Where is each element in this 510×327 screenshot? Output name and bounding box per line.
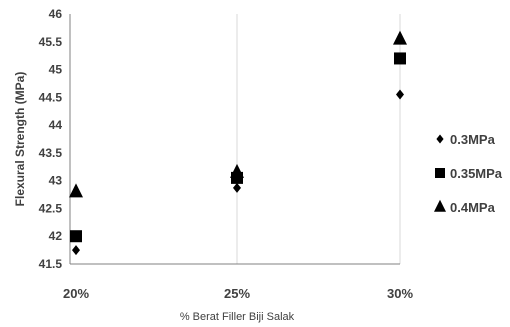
data-point-diamond (72, 245, 80, 256)
y-tick-label: 45 (49, 63, 63, 77)
data-point-triangle (230, 163, 244, 178)
data-point-square (70, 230, 82, 243)
y-tick-label: 43.5 (39, 146, 63, 160)
data-points (69, 30, 407, 256)
x-tick-label: 20% (63, 286, 89, 301)
y-axis-title: Flexural Strength (MPa) (13, 72, 27, 207)
legend-label: 0.35MPa (450, 166, 503, 181)
y-tick-label: 45.5 (39, 35, 63, 49)
y-axis-ticks: 41.5 42 42.5 43 43.5 44 44.5 45 45.5 46 (39, 7, 63, 271)
gridlines (236, 14, 401, 264)
legend-label: 0.4MPa (450, 200, 496, 215)
data-point-triangle (69, 183, 83, 198)
legend: 0.3MPa 0.35MPa 0.4MPa (434, 132, 503, 215)
legend-marker-triangle (434, 199, 446, 212)
legend-marker-diamond (436, 134, 444, 144)
legend-marker-square (435, 168, 445, 178)
y-tick-label: 41.5 (39, 257, 63, 271)
y-tick-label: 44.5 (39, 90, 63, 104)
y-tick-label: 44 (49, 118, 63, 132)
data-point-diamond (233, 182, 241, 193)
x-axis-title: % Berat Filler Biji Salak (180, 311, 295, 323)
legend-label: 0.3MPa (450, 132, 496, 147)
y-tick-label: 42.5 (39, 201, 63, 215)
data-point-diamond (396, 89, 404, 100)
x-axis-ticks: 20% 25% 30% (63, 286, 413, 301)
y-tick-label: 46 (49, 7, 63, 21)
x-tick-label: 30% (387, 286, 413, 301)
data-point-triangle (393, 30, 407, 45)
y-tick-label: 42 (49, 229, 63, 243)
x-tick-label: 25% (224, 286, 250, 301)
y-tick-label: 43 (49, 174, 63, 188)
data-point-square (394, 52, 406, 65)
